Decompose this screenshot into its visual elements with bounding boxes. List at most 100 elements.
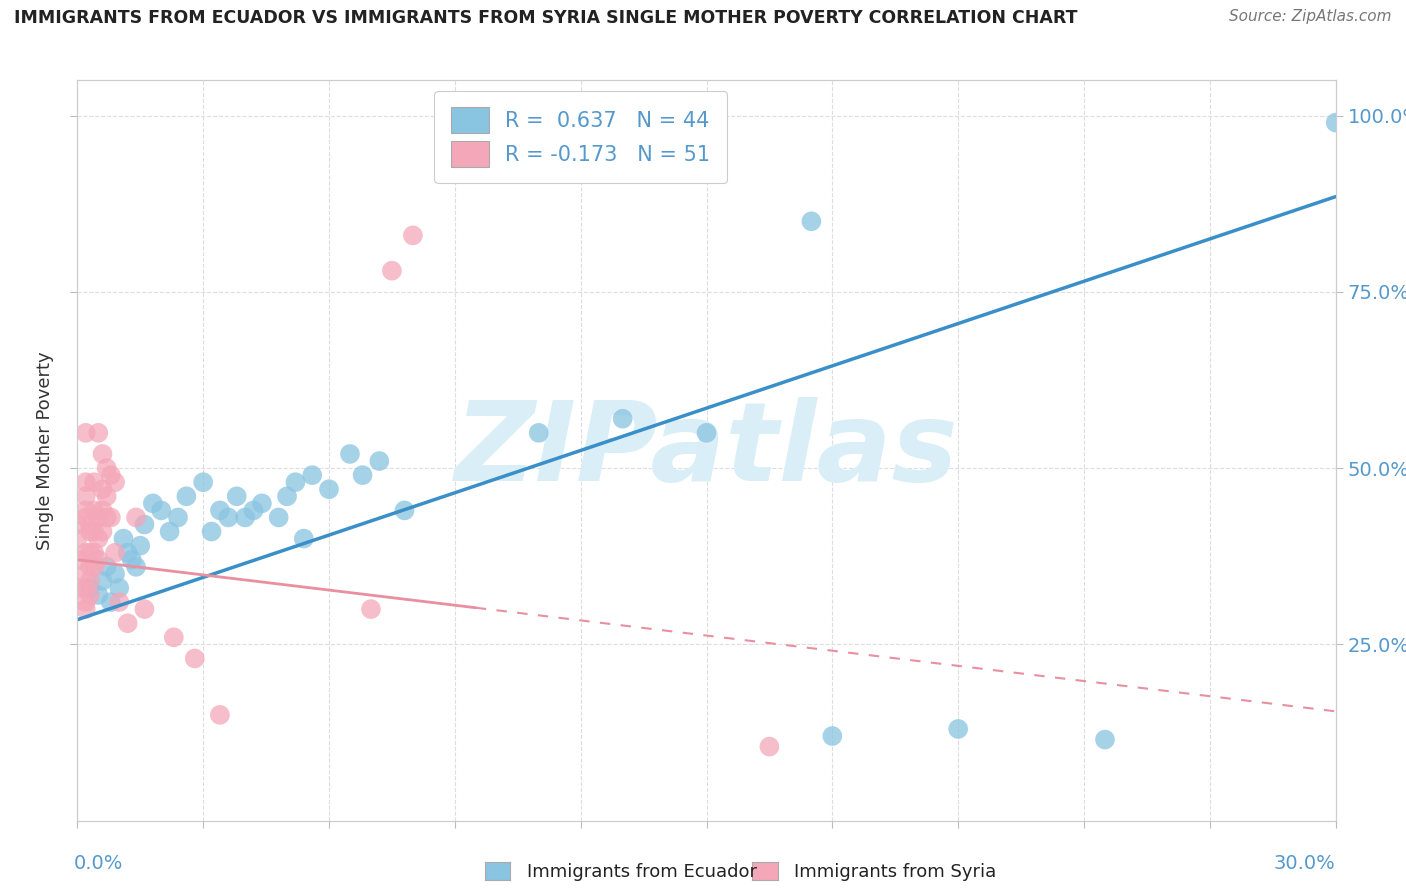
Point (134, 517, 156, 532)
Point (527, 425, 550, 440)
Point (75, 425, 97, 440)
Point (104, 566, 127, 581)
Point (104, 475, 127, 490)
Point (184, 651, 207, 665)
Point (83, 559, 105, 574)
Point (75, 475, 97, 490)
Point (91, 482, 114, 496)
Point (301, 468, 323, 483)
Point (800, 214, 823, 228)
Point (79, 581, 101, 595)
Point (91, 447, 114, 461)
Point (75, 602, 97, 616)
Point (75, 581, 97, 595)
Point (66, 532, 89, 546)
Point (75, 510, 97, 524)
Point (79, 574, 101, 588)
Text: IMMIGRANTS FROM ECUADOR VS IMMIGRANTS FROM SYRIA SINGLE MOTHER POVERTY CORRELATI: IMMIGRANTS FROM ECUADOR VS IMMIGRANTS FR… (14, 9, 1077, 27)
Point (83, 475, 105, 490)
Text: Immigrants from Ecuador: Immigrants from Ecuador (527, 863, 758, 881)
Point (339, 447, 361, 461)
Point (66, 517, 89, 532)
Point (150, 503, 173, 517)
Point (233, 510, 256, 524)
Point (75, 546, 97, 560)
Point (250, 496, 273, 510)
Point (125, 559, 148, 574)
Point (96, 510, 118, 524)
Point (83, 524, 105, 539)
Point (352, 468, 374, 483)
Point (104, 546, 127, 560)
Point (176, 489, 198, 503)
Text: 30.0%: 30.0% (1274, 854, 1336, 873)
Point (117, 616, 139, 631)
Point (242, 503, 264, 517)
Point (87, 425, 110, 440)
Point (83, 503, 105, 517)
Point (208, 503, 231, 517)
Text: ZIPatlas: ZIPatlas (454, 397, 959, 504)
Point (267, 510, 290, 524)
Point (87, 532, 110, 546)
Point (75, 566, 97, 581)
Point (100, 468, 122, 483)
Text: Source: ZipAtlas.com: Source: ZipAtlas.com (1229, 9, 1392, 24)
Point (142, 496, 165, 510)
Point (100, 595, 122, 609)
Point (66, 553, 89, 567)
Point (79, 546, 101, 560)
Point (91, 503, 114, 517)
Point (200, 524, 222, 539)
Point (108, 595, 131, 609)
Point (276, 489, 298, 503)
Point (75, 489, 97, 503)
Point (121, 553, 143, 567)
Point (100, 510, 122, 524)
Point (91, 524, 114, 539)
Legend: R =  0.637   N = 44, R = -0.173   N = 51: R = 0.637 N = 44, R = -0.173 N = 51 (434, 91, 727, 183)
Point (108, 581, 131, 595)
Point (948, 722, 970, 736)
Y-axis label: Single Mother Poverty: Single Mother Poverty (37, 351, 55, 549)
Point (96, 461, 118, 475)
Point (208, 707, 231, 722)
Point (91, 574, 114, 588)
Point (87, 510, 110, 524)
Point (117, 546, 139, 560)
Point (87, 588, 110, 602)
Point (96, 559, 118, 574)
Point (79, 588, 101, 602)
Text: 0.0%: 0.0% (73, 854, 122, 873)
Point (381, 263, 404, 277)
Point (318, 482, 340, 496)
Point (129, 539, 152, 553)
Point (112, 532, 135, 546)
Point (284, 475, 307, 490)
Point (368, 454, 391, 468)
Point (225, 489, 247, 503)
Point (75, 595, 97, 609)
Point (612, 411, 634, 425)
Point (79, 517, 101, 532)
Point (758, 739, 780, 754)
Point (66, 581, 89, 595)
Point (292, 532, 315, 546)
Point (167, 510, 190, 524)
Point (83, 546, 105, 560)
Point (1094, 732, 1116, 747)
Point (75, 503, 97, 517)
Point (87, 553, 110, 567)
Point (79, 524, 101, 539)
Point (1324, 115, 1347, 129)
Point (821, 729, 844, 743)
Point (217, 510, 239, 524)
Point (394, 503, 416, 517)
Point (96, 489, 118, 503)
Point (402, 228, 425, 243)
Point (163, 630, 186, 644)
Point (125, 510, 148, 524)
Point (360, 602, 382, 616)
Text: Immigrants from Syria: Immigrants from Syria (794, 863, 997, 881)
Point (191, 475, 215, 490)
